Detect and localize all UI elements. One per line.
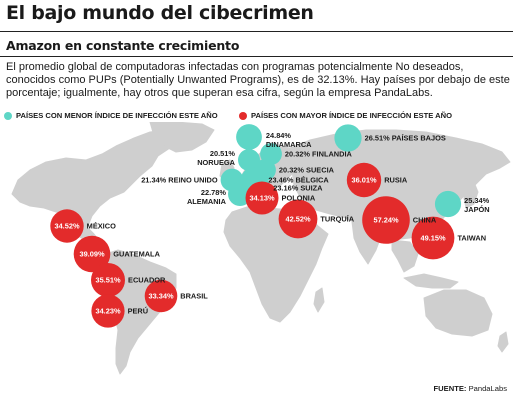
bubble-dinamarca	[236, 124, 262, 150]
country-label-alemania: ALEMANIA	[187, 197, 227, 206]
land-new-zealand	[497, 331, 509, 353]
bubble-peru	[91, 294, 125, 328]
bubble-guatemala	[73, 235, 111, 273]
land-se-asia	[391, 239, 419, 273]
value-label-china: 57.24%	[373, 216, 398, 225]
value-label-noruega: 20.51%	[210, 149, 235, 158]
value-label-turquia: 42.52%	[285, 215, 310, 224]
country-label-peru: PERÚ	[128, 307, 149, 316]
source-value: PandaLabs	[468, 384, 507, 393]
country-label-mexico: MÉXICO	[87, 222, 116, 231]
value-label-dinamarca: 24.84%	[266, 131, 291, 140]
title-divider	[0, 31, 513, 32]
value-label-brasil: 33.34%	[148, 292, 173, 301]
value-label-ecuador: 35.51%	[95, 276, 120, 285]
bubble-taiwan	[411, 216, 455, 260]
value-label-mexico: 34.52%	[54, 222, 79, 231]
legend-low-label: PAÍSES CON MENOR ÍNDICE DE INFECCIÓN EST…	[16, 111, 218, 120]
value-label-peru: 34.23%	[95, 307, 120, 316]
land-indonesia	[403, 273, 459, 289]
description-text: El promedio global de computadoras infec…	[6, 61, 510, 99]
page-subtitle: Amazon en constante crecimiento	[6, 38, 240, 53]
country-label-ecuador: ECUADOR	[128, 276, 166, 285]
country-label-dinamarca: DINAMARCA	[266, 140, 312, 149]
bubble-brasil	[144, 279, 178, 313]
source-note: FUENTE: PandaLabs	[434, 384, 507, 393]
page-title: El bajo mundo del cibecrimen	[6, 2, 314, 24]
land-madagascar	[313, 287, 325, 313]
value-label-guatemala: 39.09%	[79, 250, 104, 259]
legend-low: PAÍSES CON MENOR ÍNDICE DE INFECCIÓN EST…	[4, 111, 218, 120]
country-label-layer: 24.84%DINAMARCA 26.51% PAÍSES BAJOS 20.51%…	[54, 131, 489, 316]
bubble-noruega	[238, 149, 260, 171]
bubble-polonia	[245, 181, 279, 215]
country-label-taiwan: TAIWAN	[457, 234, 486, 243]
country-label-guatemala: GUATEMALA	[113, 250, 160, 259]
country-label-japon: JAPÓN	[464, 205, 489, 214]
country-label-china: CHINA	[413, 216, 437, 225]
value-label-rusia: 36.01%	[351, 176, 376, 185]
value-label-japon: 25.34%	[464, 196, 489, 205]
land-australia	[423, 289, 493, 337]
bubble-turquia	[278, 199, 318, 239]
legend-high: PAÍSES CON MAYOR ÍNDICE DE INFECCIÓN EST…	[239, 111, 452, 120]
legend-low-swatch	[4, 111, 12, 120]
land-japan	[463, 181, 479, 209]
land-greenland	[149, 122, 215, 153]
bubble-china	[362, 196, 410, 244]
value-label-taiwan: 49.15%	[420, 234, 445, 243]
country-label-suecia: 20.32% SUECIA	[279, 166, 335, 175]
country-label-noruega: NORUEGA	[197, 158, 235, 167]
subtitle-divider	[0, 56, 513, 57]
bubble-ecuador	[91, 263, 125, 297]
country-label-reino-unido: 21.34% REINO UNIDO	[141, 176, 218, 185]
bubble-rusia	[346, 162, 382, 198]
bubble-japon	[434, 190, 462, 218]
country-label-turquia: TURQUÍA	[320, 215, 354, 224]
country-label-polonia: POLONIA	[282, 194, 316, 203]
legend-high-label: PAÍSES CON MAYOR ÍNDICE DE INFECCIÓN EST…	[251, 111, 452, 120]
country-label-brasil: BRASIL	[180, 292, 208, 301]
bubble-layer	[50, 124, 462, 328]
value-label-polonia: 34.13%	[249, 194, 274, 203]
bubble-mexico	[50, 209, 84, 243]
country-label-paises-bajos: 26.51% PAÍSES BAJOS	[365, 134, 446, 143]
bubble-paises-bajos	[334, 124, 362, 152]
legend-high-swatch	[239, 111, 247, 120]
country-label-belgica: 23.46% BÉLGICA	[268, 176, 329, 185]
value-label-alemania: 22.78%	[201, 188, 226, 197]
world-map: 24.84%DINAMARCA 26.51% PAÍSES BAJOS 20.51%…	[11, 122, 511, 375]
country-label-suiza: 23.16% SUIZA	[273, 184, 323, 193]
country-label-rusia: RUSIA	[384, 176, 408, 185]
source-label: FUENTE:	[433, 384, 467, 393]
country-label-finlandia: 20.32% FINLANDIA	[285, 150, 353, 159]
